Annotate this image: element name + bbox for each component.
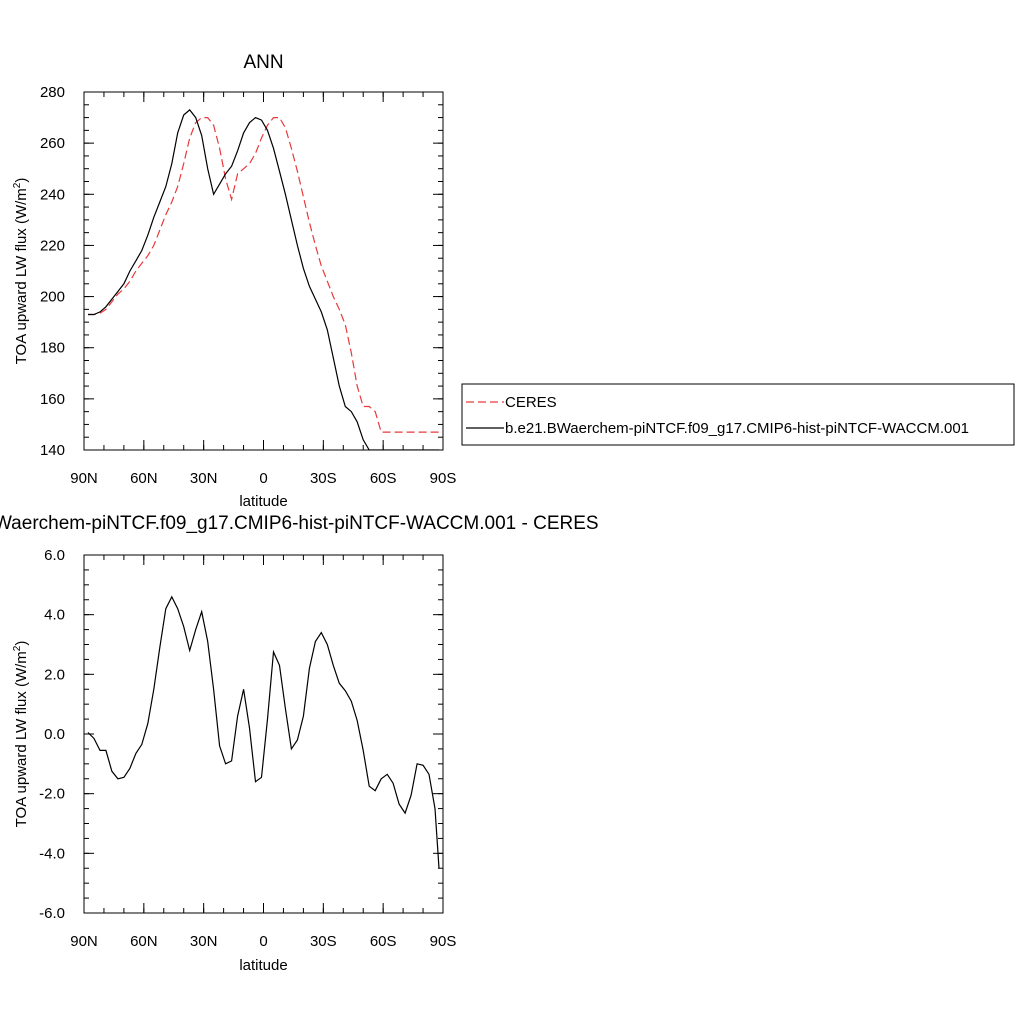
x-tick-label: 30N: [190, 933, 218, 950]
series-line-2: [88, 109, 439, 450]
x-tick-label: 90S: [430, 470, 457, 487]
plot-1: 90N 60N 30N 0 30S 60S 90S 140 160 180 200 220 240 260…: [12, 52, 1015, 510]
series-line-1: [88, 116, 439, 433]
legend-label: b.e21.BWaerchem-piNTCF.f09_g17.CMIP6-his…: [505, 420, 969, 437]
y-tick-label: 4.0: [44, 607, 65, 624]
legend-label: CERES: [505, 394, 557, 411]
y-tick-label: 200: [40, 289, 65, 306]
y-axis-label: TOA upward LW flux (W/m2): [12, 178, 30, 365]
series-line-1: [87, 595, 440, 869]
x-axis-label: latitude: [239, 957, 287, 974]
y-axis-label-superscript: 2: [12, 645, 23, 651]
y-tick-label: 180: [40, 340, 65, 357]
legend: CERES b.e21.BWaerchem-piNTCF.f09_g17.CMIP…: [461, 383, 1015, 446]
x-axis-label: latitude: [239, 493, 287, 510]
plot-2: 90N 60N 30N 0 30S 60S 90S -6.0 -4.0 -2.0 0.0 2.0 4.0…: [0, 513, 599, 974]
y-axis-label-close: ): [13, 641, 30, 646]
y-tick-label: -4.0: [39, 845, 65, 862]
y-tick-label: 220: [40, 237, 65, 254]
x-tick-label: 0: [259, 470, 267, 487]
x-tick-label: 90N: [70, 933, 98, 950]
x-tick-label: 30S: [310, 933, 337, 950]
y-tick-label: 6.0: [44, 547, 65, 564]
y-tick-label: 280: [40, 84, 65, 101]
y-tick-label: -6.0: [39, 905, 65, 922]
chart-title: b.e21.BWaerchem-piNTCF.f09_g17.CMIP6-his…: [0, 513, 599, 534]
x-tick-label: 60N: [130, 933, 158, 950]
y-tick-label: 2.0: [44, 666, 65, 683]
y-axis-label: TOA upward LW flux (W/m2): [12, 641, 30, 828]
y-axis-label-close: ): [13, 178, 30, 183]
x-tick-label: 30N: [190, 470, 218, 487]
y-tick-label: 0.0: [44, 726, 65, 743]
y-axis-label-superscript: 2: [12, 182, 23, 188]
y-tick-label: 240: [40, 186, 65, 203]
legend-box: [461, 383, 1015, 446]
y-tick-label: 160: [40, 391, 65, 408]
x-tick-label: 90N: [70, 470, 98, 487]
chart-title: ANN: [243, 52, 283, 73]
x-tick-label: 60S: [370, 933, 397, 950]
y-tick-label: 140: [40, 442, 65, 459]
y-tick-label: -2.0: [39, 786, 65, 803]
x-tick-label: 30S: [310, 470, 337, 487]
y-tick-label: 260: [40, 135, 65, 152]
y-axis-label-main: TOA upward LW flux (W/m: [13, 651, 30, 827]
y-axis-label-main: TOA upward LW flux (W/m: [13, 188, 30, 364]
x-tick-label: 60N: [130, 470, 158, 487]
x-tick-label: 0: [259, 933, 267, 950]
x-tick-label: 90S: [430, 933, 457, 950]
x-tick-label: 60S: [370, 470, 397, 487]
